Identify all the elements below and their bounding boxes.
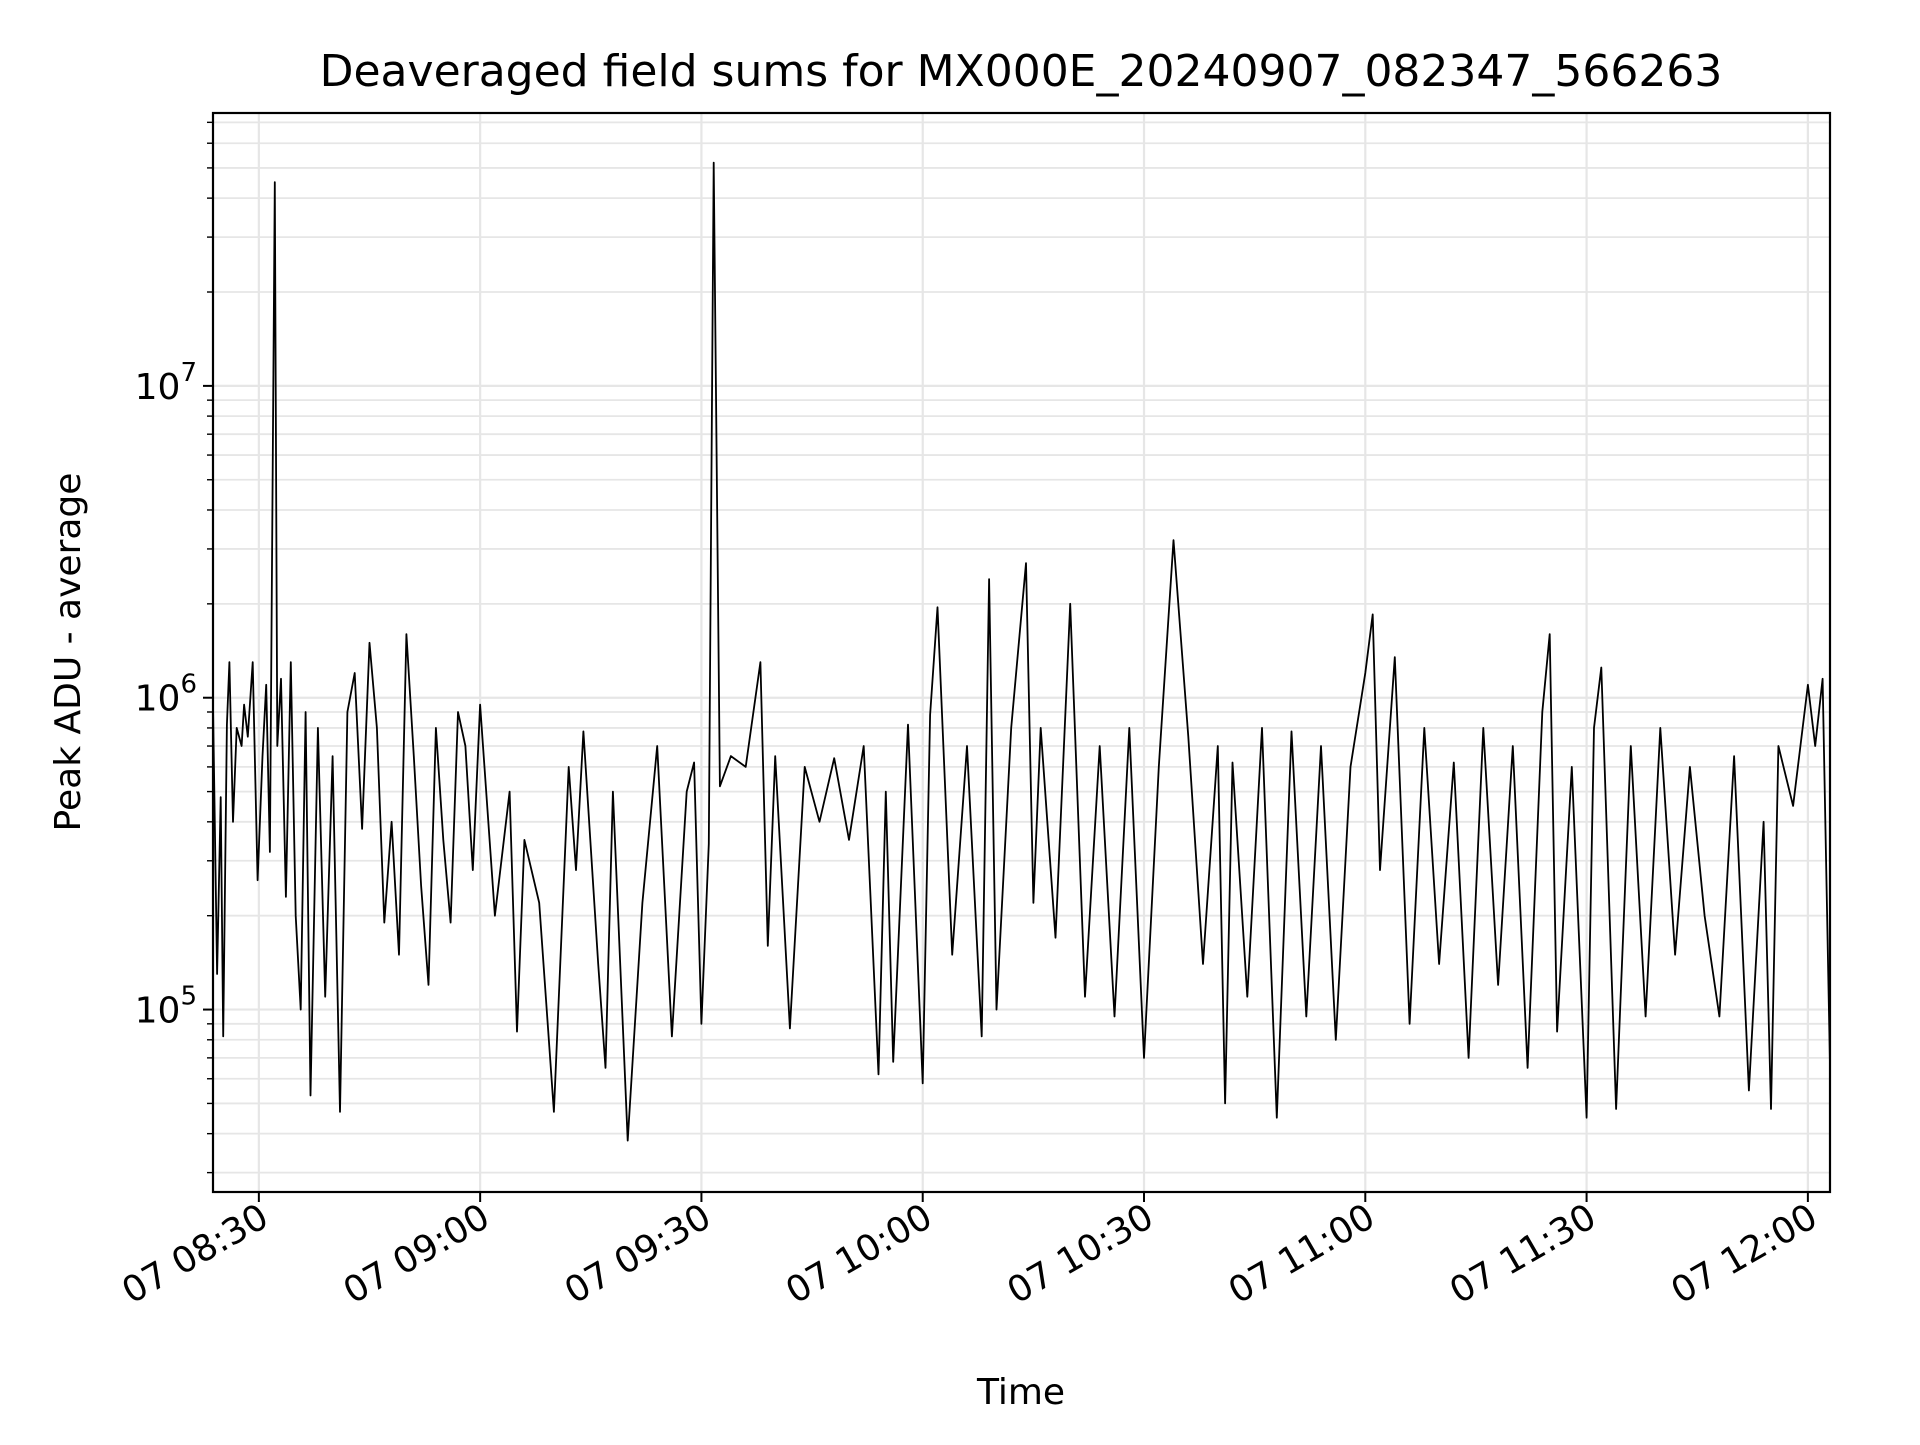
chart-title: Deaveraged field sums for MX000E_2024090… [320,46,1723,97]
y-tick-label: 106 [135,670,197,720]
y-tick-label: 105 [135,982,197,1032]
axes-frame [211,111,1832,1194]
x-axis-label: Time [976,1372,1065,1413]
plot-area [213,161,1830,1142]
y-axis-label: Peak ADU - average [48,473,89,832]
grid-major [213,113,1830,1192]
y-axis: 105 106 107 [135,121,213,1174]
y-tick-label: 107 [135,358,197,408]
grid-minor [213,121,1830,1174]
series-line [213,161,1830,1142]
